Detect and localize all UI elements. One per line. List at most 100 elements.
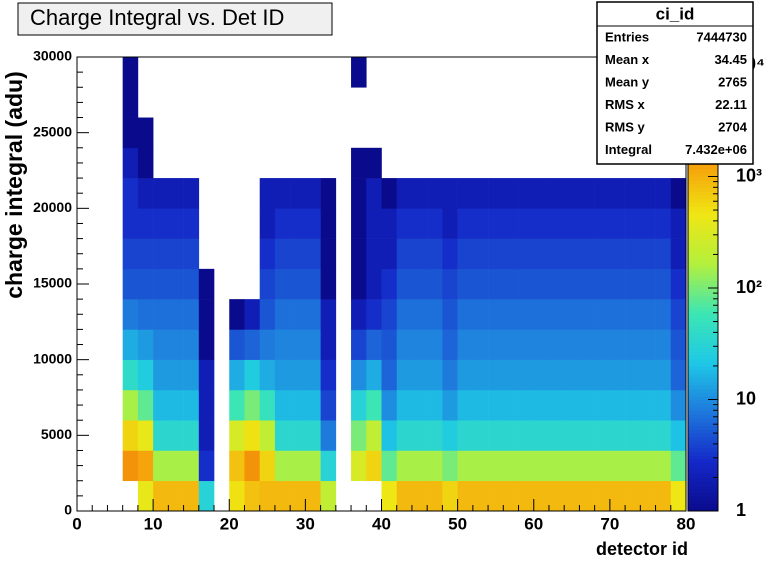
cell [305,178,321,209]
cell [442,450,458,482]
cell [548,268,565,300]
cell [183,208,200,239]
cell [259,208,276,239]
cell [594,208,611,239]
cell [122,299,139,330]
cell [411,208,428,239]
cell [244,299,260,330]
colorbar-step [688,306,718,311]
cell [427,420,443,451]
colorbar-step [688,440,718,445]
cell [198,268,215,300]
cell [564,389,580,421]
cell [609,450,626,482]
colorbar-step [688,317,718,322]
cell [472,420,489,451]
colorbar-step [688,321,718,326]
cell [137,389,154,421]
y-tick-label: 20000 [33,199,72,215]
cell [411,268,428,300]
cell [564,238,580,270]
cell [655,329,672,360]
cell [457,359,474,391]
cell [320,329,337,360]
cell [457,299,474,330]
colorbar-step [688,254,718,259]
cell [351,208,367,239]
x-tick-label: 80 [677,514,696,533]
cell [259,329,276,360]
cell [305,238,321,270]
x-tick-label: 20 [220,514,239,533]
cell [381,329,398,360]
cell [518,450,535,482]
chart-title: Charge Integral vs. Det ID [30,5,284,30]
cell [625,268,641,300]
cell [625,178,641,209]
cell [457,208,474,239]
cell [366,359,382,391]
cell [198,480,215,512]
cell [655,268,672,300]
cell [290,329,306,360]
colorbar-step [688,310,718,315]
cell [183,420,200,451]
cell [503,299,519,330]
cell [609,238,626,270]
stats-label: Mean x [605,52,650,67]
cell [168,178,184,209]
colorbar-step [688,444,718,449]
cell [457,480,474,512]
colorbar-step [688,462,718,467]
cell [457,268,474,300]
stats-box [596,1,754,165]
cell [472,359,489,391]
colorbar-step [688,213,718,218]
cell [381,299,398,330]
colorbar-step [688,366,718,371]
colorbar-step [688,176,718,181]
cell [351,268,367,300]
y-tick-label: 0 [64,502,72,518]
cell [579,480,595,512]
cell [274,359,291,391]
cell [594,178,611,209]
cell [381,359,398,391]
cell [442,299,458,330]
cell [518,359,535,391]
x-tick-label: 40 [372,514,391,533]
cell [442,238,458,270]
cell [472,268,489,300]
cell [564,208,580,239]
cell [442,178,458,209]
cell [488,359,504,391]
cell [579,238,595,270]
cell [488,480,504,512]
cell [137,299,154,330]
cell [609,359,626,391]
cell [579,389,595,421]
colorbar-step [688,340,718,345]
cell [274,178,291,209]
cell [548,450,565,482]
cell [457,329,474,360]
cell [503,208,519,239]
cell [168,238,184,270]
cell [320,359,337,391]
colorbar-step [688,247,718,252]
cell [122,329,139,360]
cell [427,359,443,391]
cell [183,359,200,391]
y-tick-label: 15000 [33,275,72,291]
cell [244,389,260,421]
colorbar-step [688,243,718,248]
cell [548,208,565,239]
cell [533,480,550,512]
cell [488,450,504,482]
colorbar-step [688,187,718,192]
cell [137,329,154,360]
cell [625,389,641,421]
cell [351,238,367,270]
colorbar-step [688,369,718,374]
cell [320,178,337,209]
